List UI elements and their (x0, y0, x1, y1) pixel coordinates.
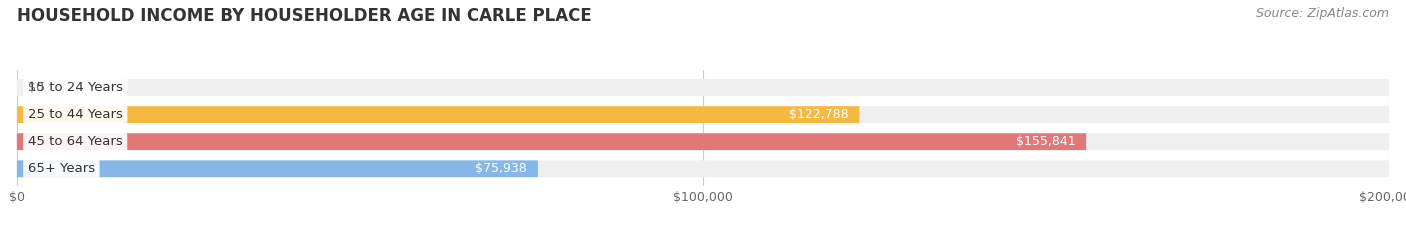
FancyBboxPatch shape (17, 106, 1389, 123)
FancyBboxPatch shape (17, 160, 1389, 177)
FancyBboxPatch shape (17, 106, 859, 123)
Text: $155,841: $155,841 (1015, 135, 1076, 148)
Text: $75,938: $75,938 (475, 162, 527, 175)
Text: Source: ZipAtlas.com: Source: ZipAtlas.com (1256, 7, 1389, 20)
Text: 45 to 64 Years: 45 to 64 Years (28, 135, 122, 148)
Text: $0: $0 (28, 81, 44, 94)
Text: 25 to 44 Years: 25 to 44 Years (28, 108, 122, 121)
FancyBboxPatch shape (17, 160, 538, 177)
Text: $122,788: $122,788 (789, 108, 848, 121)
FancyBboxPatch shape (17, 79, 1389, 96)
FancyBboxPatch shape (17, 133, 1087, 150)
Text: HOUSEHOLD INCOME BY HOUSEHOLDER AGE IN CARLE PLACE: HOUSEHOLD INCOME BY HOUSEHOLDER AGE IN C… (17, 7, 592, 25)
Text: 65+ Years: 65+ Years (28, 162, 96, 175)
FancyBboxPatch shape (17, 133, 1389, 150)
Text: 15 to 24 Years: 15 to 24 Years (28, 81, 122, 94)
